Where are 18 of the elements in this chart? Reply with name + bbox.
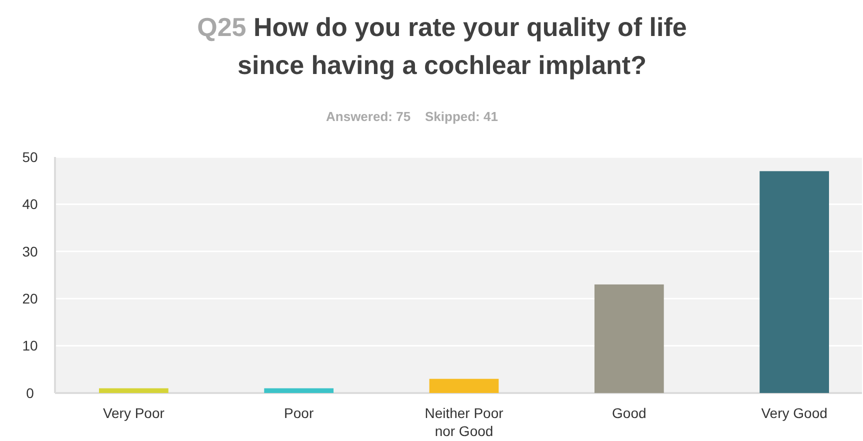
bar <box>429 378 499 393</box>
x-tick-label: Poor <box>284 405 314 421</box>
bar <box>760 171 829 393</box>
x-tick-label: Neither Poor nor Good <box>424 405 504 439</box>
y-tick-label: 40 <box>22 196 38 212</box>
y-tick-label: 50 <box>22 148 38 165</box>
x-tick-label: Good <box>612 405 646 421</box>
y-tick-label: 30 <box>22 243 38 260</box>
chart-title: Q25 How do you rate your quality of life since having a cochlear implant? <box>197 12 687 80</box>
bar <box>99 388 168 393</box>
y-tick-label: 10 <box>22 338 38 354</box>
y-tick-label: 20 <box>22 290 38 306</box>
bar <box>594 284 664 393</box>
chart-subtitle: Answered: 75 Skipped: 41 <box>326 109 498 124</box>
x-tick-label: Very Poor <box>102 405 165 421</box>
bar <box>264 388 334 393</box>
x-tick-label: Very Good <box>761 405 828 421</box>
y-tick-label: 0 <box>26 384 34 401</box>
